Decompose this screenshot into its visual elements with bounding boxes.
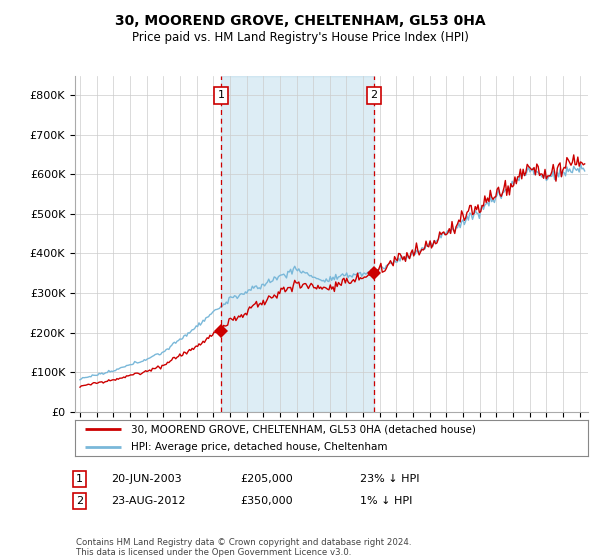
- Text: 1: 1: [218, 90, 224, 100]
- Text: 23-AUG-2012: 23-AUG-2012: [111, 496, 185, 506]
- Text: 23% ↓ HPI: 23% ↓ HPI: [360, 474, 419, 484]
- Text: 1: 1: [76, 474, 83, 484]
- Text: £350,000: £350,000: [240, 496, 293, 506]
- Text: Contains HM Land Registry data © Crown copyright and database right 2024.
This d: Contains HM Land Registry data © Crown c…: [76, 538, 412, 557]
- Text: 30, MOOREND GROVE, CHELTENHAM, GL53 0HA (detached house): 30, MOOREND GROVE, CHELTENHAM, GL53 0HA …: [131, 424, 476, 434]
- Text: 1% ↓ HPI: 1% ↓ HPI: [360, 496, 412, 506]
- Text: 20-JUN-2003: 20-JUN-2003: [111, 474, 182, 484]
- Text: £205,000: £205,000: [240, 474, 293, 484]
- Text: HPI: Average price, detached house, Cheltenham: HPI: Average price, detached house, Chel…: [131, 442, 388, 452]
- Text: Price paid vs. HM Land Registry's House Price Index (HPI): Price paid vs. HM Land Registry's House …: [131, 31, 469, 44]
- Bar: [221, 76, 374, 412]
- Text: 30, MOOREND GROVE, CHELTENHAM, GL53 0HA: 30, MOOREND GROVE, CHELTENHAM, GL53 0HA: [115, 14, 485, 28]
- Text: 2: 2: [76, 496, 83, 506]
- Text: 2: 2: [370, 90, 377, 100]
